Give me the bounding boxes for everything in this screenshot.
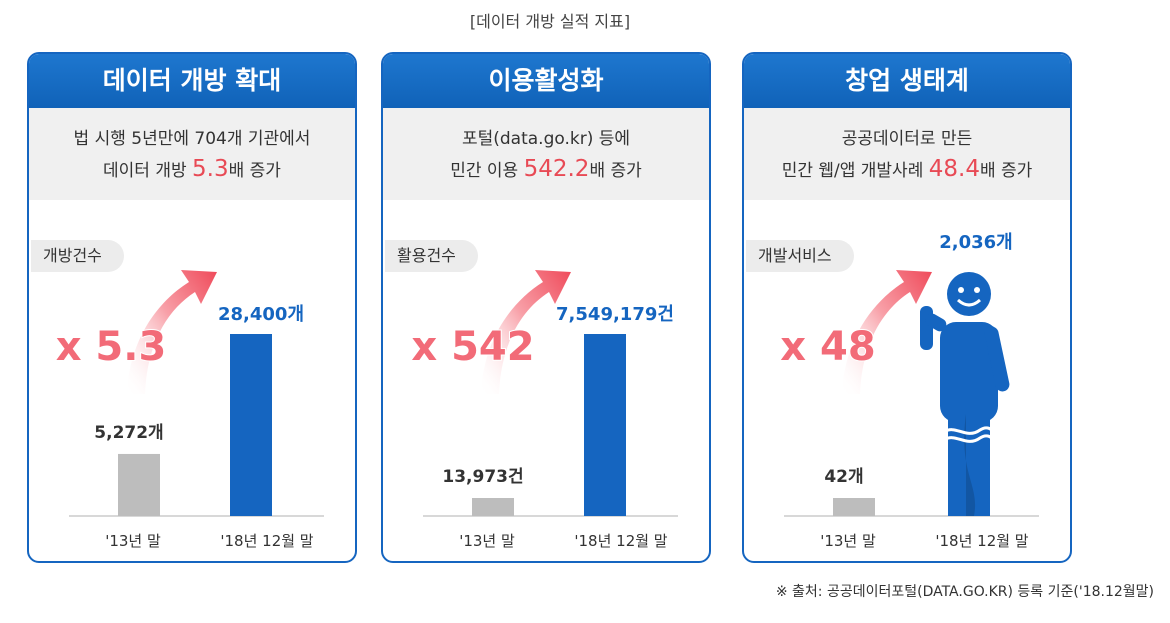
multiplier-label: x 48 xyxy=(780,324,875,370)
count-pill: 개방건수 xyxy=(31,240,124,272)
smile-icon xyxy=(956,298,982,307)
bar-2013 xyxy=(833,498,875,516)
eye-icon xyxy=(974,287,980,293)
desc-highlight: 5.3 xyxy=(192,156,229,182)
multiplier-label: x 5.3 xyxy=(56,324,167,370)
panel-title: 데이터 개방 확대 xyxy=(29,54,355,108)
value-label-2013: 42개 xyxy=(824,467,863,487)
category-label-2013: '13년 말 xyxy=(459,532,515,550)
bar-2018 xyxy=(230,334,272,516)
desc-line-2: 데이터 개방 5.3배 증가 xyxy=(103,156,281,182)
bar-2013 xyxy=(472,498,514,516)
bar-2013 xyxy=(118,453,160,516)
category-label-2018: '18년 12월 말 xyxy=(220,532,313,550)
multiplier-label: x 542 xyxy=(411,324,534,370)
person-figure-icon xyxy=(920,272,1010,516)
panel-description: 공공데이터로 만든 민간 웹/앱 개발사례 48.4배 증가 xyxy=(744,108,1070,200)
desc-highlight: 542.2 xyxy=(523,156,590,182)
category-label-2013: '13년 말 xyxy=(820,532,876,550)
desc-line-1: 법 시행 5년만에 704개 기관에서 xyxy=(73,129,311,149)
panel-startup: 창업 생태계 공공데이터로 만든 민간 웹/앱 개발사례 48.4배 증가 개발… xyxy=(742,52,1072,563)
panel-usage: 이용활성화 포털(data.go.kr) 등에 민간 이용 542.2배 증가 … xyxy=(381,52,711,563)
bar-chart-startup: x 48 42개 2,036개 '13년 말 '18년 12월 말 xyxy=(779,232,1039,550)
eye-icon xyxy=(958,287,964,293)
panel-title: 이용활성화 xyxy=(383,54,709,108)
desc-highlight: 48.4 xyxy=(928,156,980,182)
page-title: [데이터 개방 실적 지표] xyxy=(469,12,631,31)
bar-2018 xyxy=(584,334,626,516)
panel-open-data: 데이터 개방 확대 법 시행 5년만에 704개 기관에서 데이터 개방 5.3… xyxy=(27,52,357,563)
source-footnote: ※ 출처: 공공데이터포털(DATA.GO.KR) 등록 기준('18.12월말… xyxy=(775,584,1154,600)
value-label-2013: 13,973건 xyxy=(442,467,523,487)
category-label-2013: '13년 말 xyxy=(105,532,161,550)
growth-arrow-icon xyxy=(481,270,571,394)
growth-arrow-icon xyxy=(127,270,217,394)
value-label-2018: 7,549,179건 xyxy=(556,304,674,325)
value-label-2013: 5,272개 xyxy=(94,423,163,443)
desc-line-1: 공공데이터로 만든 xyxy=(841,129,973,149)
bar-chart-open-data: x 5.3 5,272개 28,400개 '13년 말 '18년 12월 말 xyxy=(55,270,324,550)
category-label-2018: '18년 12월 말 xyxy=(935,532,1028,550)
value-label-2018: 28,400개 xyxy=(218,304,304,325)
bar-chart-usage: x 542 13,973건 7,549,179건 '13년 말 '18년 12월… xyxy=(410,270,678,550)
count-pill: 개발서비스 xyxy=(746,240,854,272)
category-label-2018: '18년 12월 말 xyxy=(574,532,667,550)
panel-title: 창업 생태계 xyxy=(744,54,1070,108)
panel-description: 포털(data.go.kr) 등에 민간 이용 542.2배 증가 xyxy=(383,108,709,200)
desc-line-2: 민간 웹/앱 개발사례 48.4배 증가 xyxy=(781,156,1033,182)
break-mark xyxy=(943,434,996,443)
break-mark xyxy=(943,426,996,435)
growth-arrow-icon xyxy=(842,270,932,394)
count-pill: 활용건수 xyxy=(385,240,478,272)
value-label-2018: 2,036개 xyxy=(939,232,1013,253)
panel-description: 법 시행 5년만에 704개 기관에서 데이터 개방 5.3배 증가 xyxy=(29,108,355,200)
desc-line-1: 포털(data.go.kr) 등에 xyxy=(461,129,631,149)
desc-line-2: 민간 이용 542.2배 증가 xyxy=(450,156,642,182)
